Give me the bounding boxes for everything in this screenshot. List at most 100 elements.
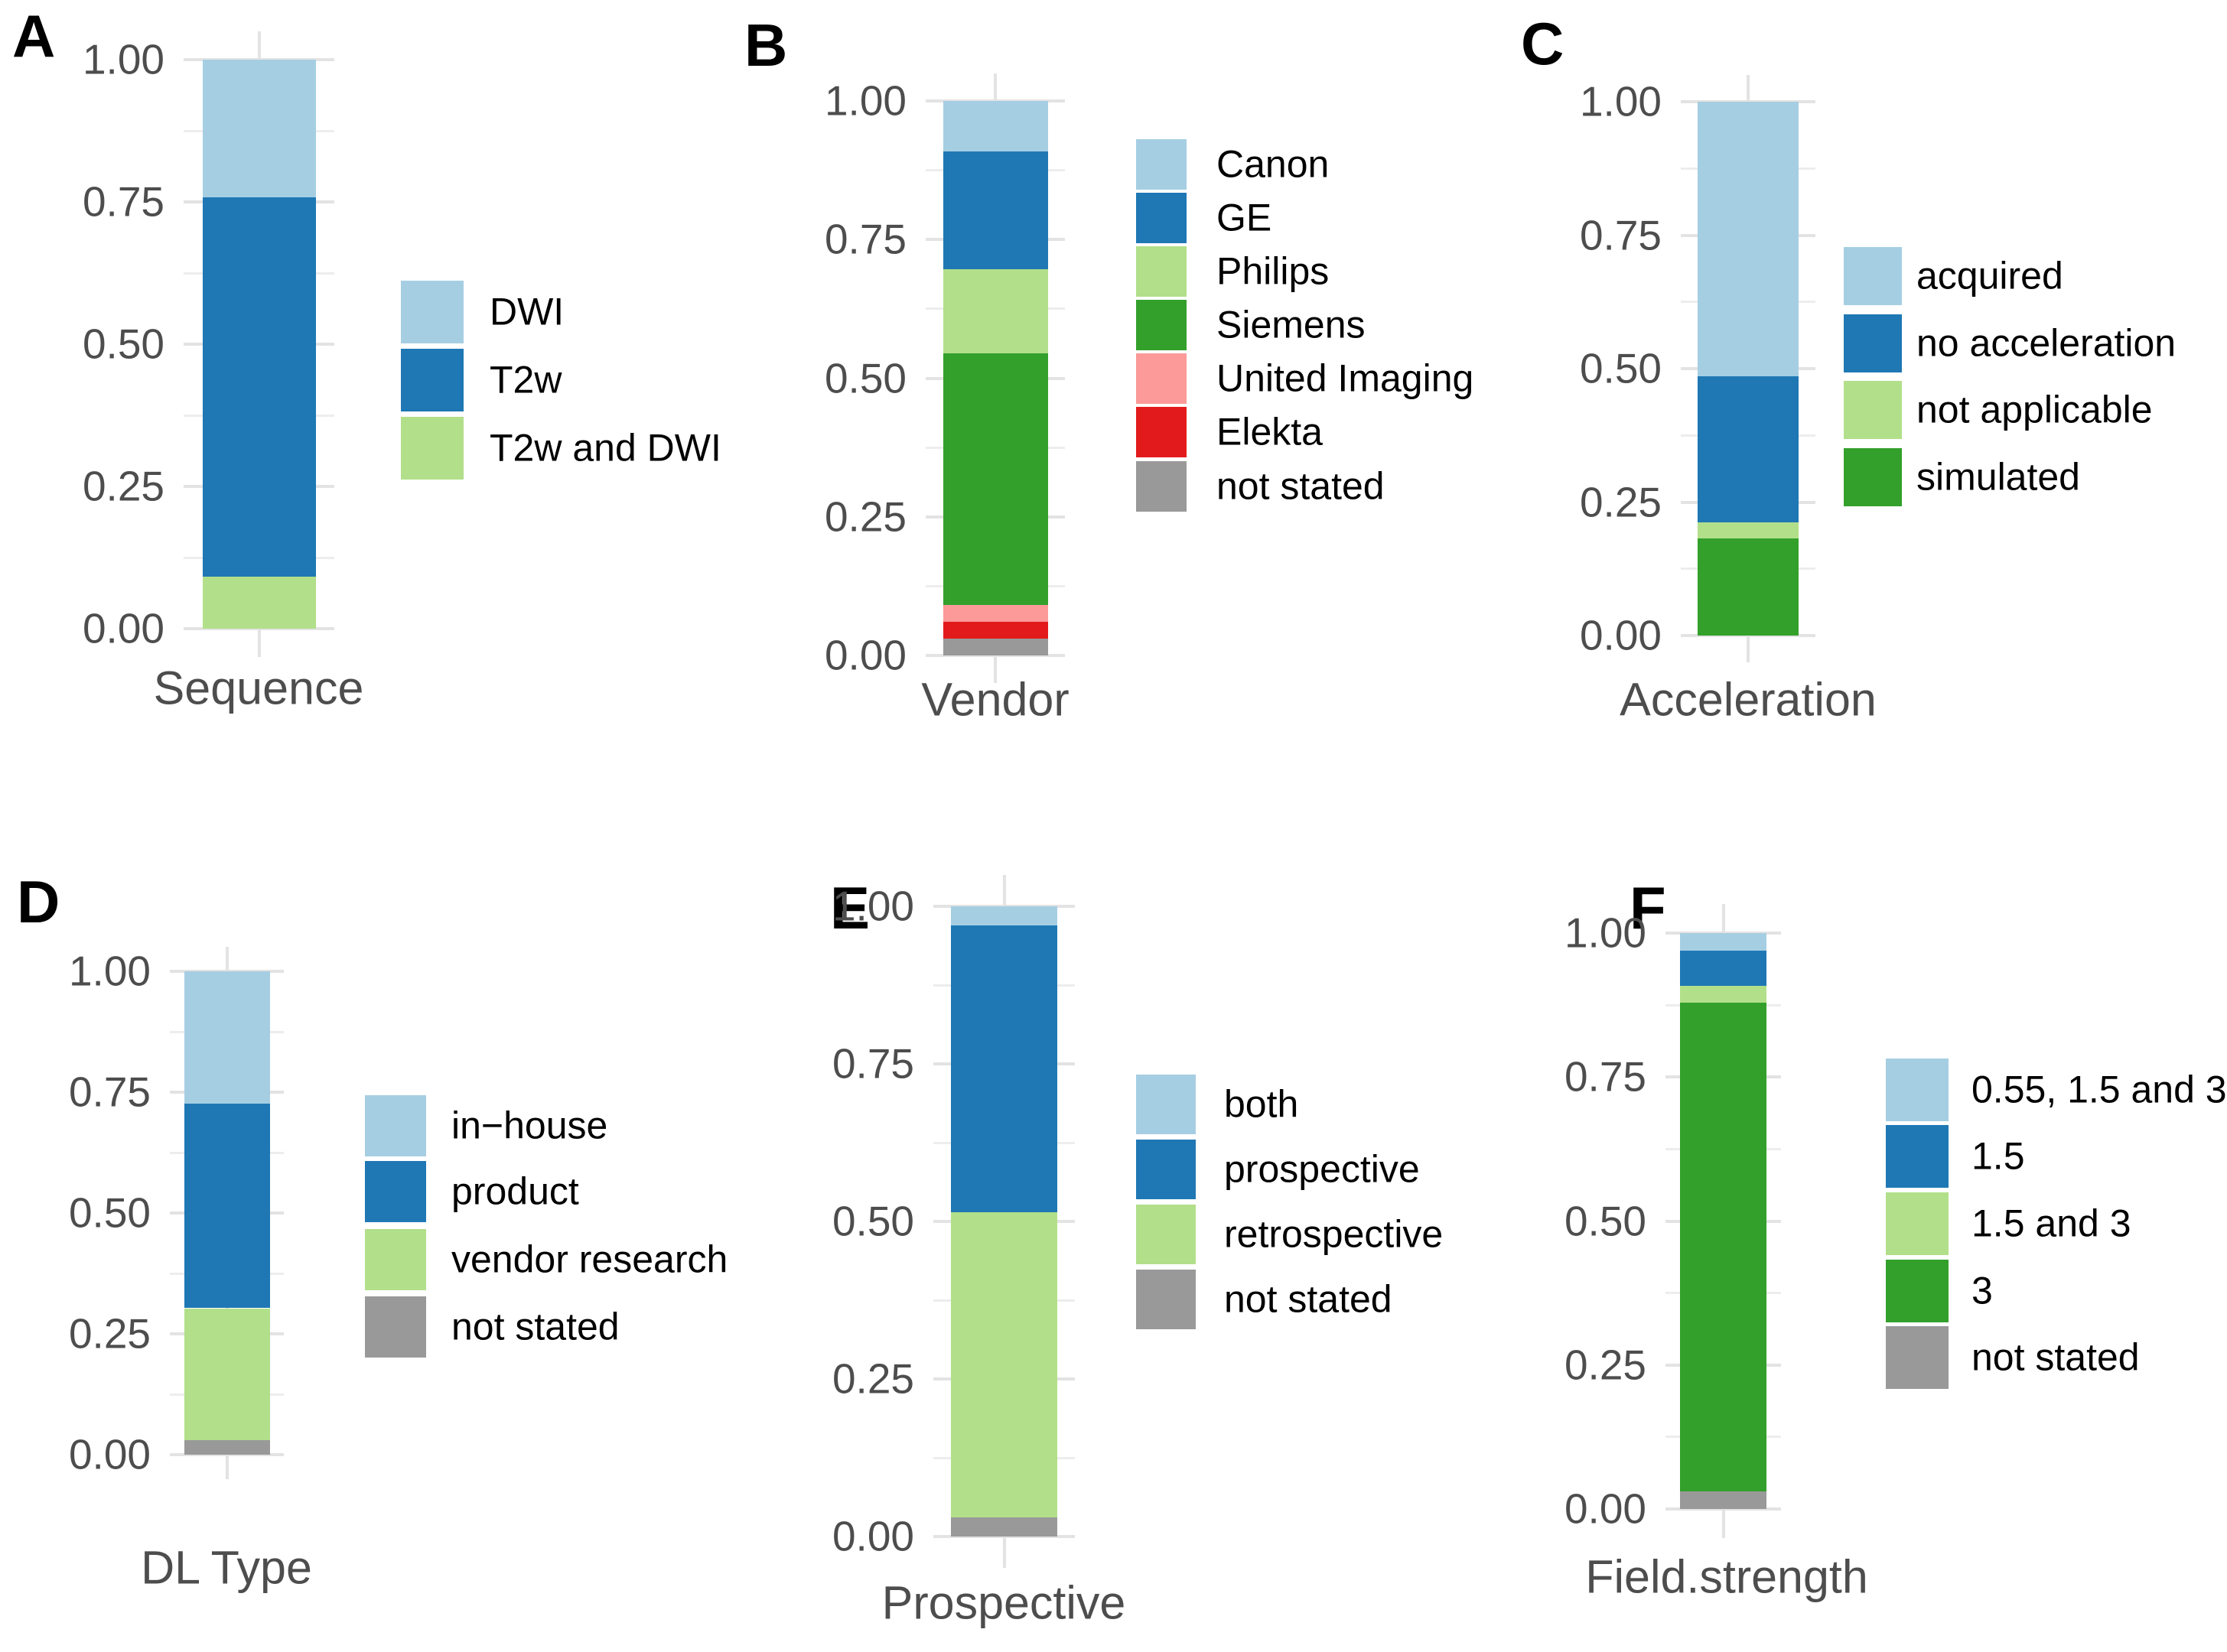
- bar-segment-dwi: [203, 60, 316, 198]
- y-axis-tick-label: 0.00: [82, 604, 164, 652]
- legend-swatch-gray: [1136, 1270, 1196, 1329]
- legend-swatch-blue: [1136, 193, 1187, 243]
- legend-label: 0.55, 1.5 and 3: [1971, 1068, 2227, 1111]
- bar-segment-product: [184, 1103, 270, 1309]
- bar-segment-retrospective: [951, 1211, 1057, 1518]
- bar-segment-simulated: [1698, 538, 1799, 636]
- bar-segment-not-stated: [1680, 1491, 1766, 1509]
- y-axis-tick-label: 0.25: [824, 493, 907, 541]
- legend-swatch-light_green: [1844, 381, 1902, 439]
- y-axis-tick-label: 0.50: [832, 1197, 914, 1245]
- bar-segment-prospective: [951, 925, 1057, 1212]
- legend-swatch-blue: [401, 349, 464, 411]
- legend-swatch-blue: [365, 1161, 426, 1222]
- legend-swatch-light_blue: [1886, 1059, 1949, 1121]
- bar-segment-elekta: [943, 621, 1048, 639]
- legend-swatch-light_blue: [1136, 1075, 1196, 1134]
- y-axis-tick-label: 0.25: [68, 1309, 151, 1358]
- legend-swatch-light_green: [401, 417, 464, 480]
- panel-tag-C: C: [1521, 10, 1564, 77]
- panel-tag-F: F: [1630, 874, 1666, 941]
- y-axis-tick-label: 0.75: [832, 1039, 914, 1088]
- y-axis-tick-label: 0.50: [68, 1189, 151, 1237]
- legend-label: Elekta: [1216, 410, 1323, 454]
- bar-segment-no-acceleration: [1698, 376, 1799, 523]
- panel-tag-B: B: [744, 11, 788, 79]
- legend-label: DWI: [490, 290, 565, 333]
- x-axis-title: DL Type: [141, 1541, 312, 1594]
- legend-label: not applicable: [1916, 388, 2153, 431]
- y-axis-tick-label: 0.75: [82, 177, 164, 226]
- y-axis-tick-label: 0.50: [1564, 1197, 1646, 1244]
- bar-segment-0.55-1.5-and-3: [1680, 933, 1766, 951]
- y-axis-tick-label: 0.50: [1579, 344, 1662, 392]
- legend-swatch-light_green: [1886, 1192, 1949, 1255]
- legend-swatch-red: [1136, 407, 1187, 457]
- bar-segment-not-stated: [951, 1517, 1057, 1537]
- bar-segment-vendor-research: [184, 1308, 270, 1441]
- y-axis-tick-label: 1.00: [68, 947, 151, 995]
- legend-swatch-light_blue: [1844, 247, 1902, 305]
- bar-segment-acquired: [1698, 102, 1799, 377]
- legend-label: prospective: [1224, 1147, 1420, 1191]
- legend-label: both: [1224, 1082, 1299, 1126]
- bar-segment-both: [951, 906, 1057, 925]
- legend-swatch-blue: [1136, 1140, 1196, 1199]
- legend-label: T2w: [490, 358, 562, 402]
- bar-segment-ge: [943, 151, 1048, 269]
- legend-label: GE: [1216, 196, 1272, 239]
- legend-label: retrospective: [1224, 1212, 1444, 1256]
- bar-segment-not-stated: [943, 639, 1048, 655]
- y-axis-tick-label: 0.75: [68, 1068, 151, 1116]
- legend-swatch-light_green: [365, 1229, 426, 1290]
- y-axis-tick-label: 0.00: [1579, 611, 1662, 659]
- bar-segment-1.5: [1680, 950, 1766, 986]
- panel-tag-D: D: [17, 868, 60, 935]
- legend-swatch-blue: [1844, 314, 1902, 372]
- y-axis-tick-label: 0.50: [824, 354, 907, 402]
- legend-label: Philips: [1216, 249, 1330, 293]
- legend-label: United Imaging: [1216, 356, 1474, 400]
- x-axis-title: Acceleration: [1620, 673, 1877, 726]
- legend-label: Canon: [1216, 142, 1330, 186]
- legend-label: simulated: [1916, 455, 2080, 499]
- x-axis-title: Vendor: [921, 673, 1070, 726]
- legend-swatch-light_blue: [401, 281, 464, 343]
- bar-segment-not-stated: [184, 1440, 270, 1455]
- y-axis-tick-label: 0.75: [1564, 1052, 1646, 1101]
- y-axis-tick-label: 0.25: [832, 1354, 914, 1403]
- legend-swatch-green: [1136, 300, 1187, 350]
- legend-swatch-pink: [1136, 353, 1187, 404]
- legend-swatch-gray: [1136, 461, 1187, 512]
- y-axis-tick-label: 0.25: [1579, 478, 1662, 525]
- x-axis-title: Field.strength: [1585, 1550, 1868, 1603]
- legend-label: T2w and DWI: [490, 426, 721, 470]
- bar-segment-1.5-and-3: [1680, 985, 1766, 1003]
- legend-swatch-gray: [365, 1296, 426, 1358]
- y-axis-tick-label: 0.00: [68, 1430, 151, 1478]
- bar-segment-in-house: [184, 971, 270, 1104]
- panel-tag-E: E: [830, 874, 871, 941]
- legend-label: not stated: [1224, 1277, 1392, 1321]
- legend-swatch-green: [1886, 1260, 1949, 1322]
- y-axis-tick-label: 0.25: [1564, 1341, 1646, 1389]
- legend-label: not stated: [1971, 1335, 2140, 1379]
- legend-label: in−house: [451, 1104, 608, 1147]
- bar-segment-t2w-and-dwi: [203, 577, 316, 629]
- y-axis-tick-label: 0.00: [832, 1512, 914, 1560]
- x-axis-title: Sequence: [153, 662, 364, 714]
- legend-label: 1.5 and 3: [1971, 1202, 2131, 1245]
- legend-swatch-light_green: [1136, 246, 1187, 297]
- y-axis-tick-label: 0.00: [1564, 1485, 1646, 1533]
- legend-label: not stated: [1216, 464, 1385, 508]
- y-axis-tick-label: 1.00: [82, 35, 164, 83]
- legend-swatch-light_blue: [365, 1095, 426, 1156]
- legend-label: product: [451, 1169, 579, 1213]
- bar-segment-3: [1680, 1003, 1766, 1492]
- y-axis-tick-label: 1.00: [832, 882, 914, 930]
